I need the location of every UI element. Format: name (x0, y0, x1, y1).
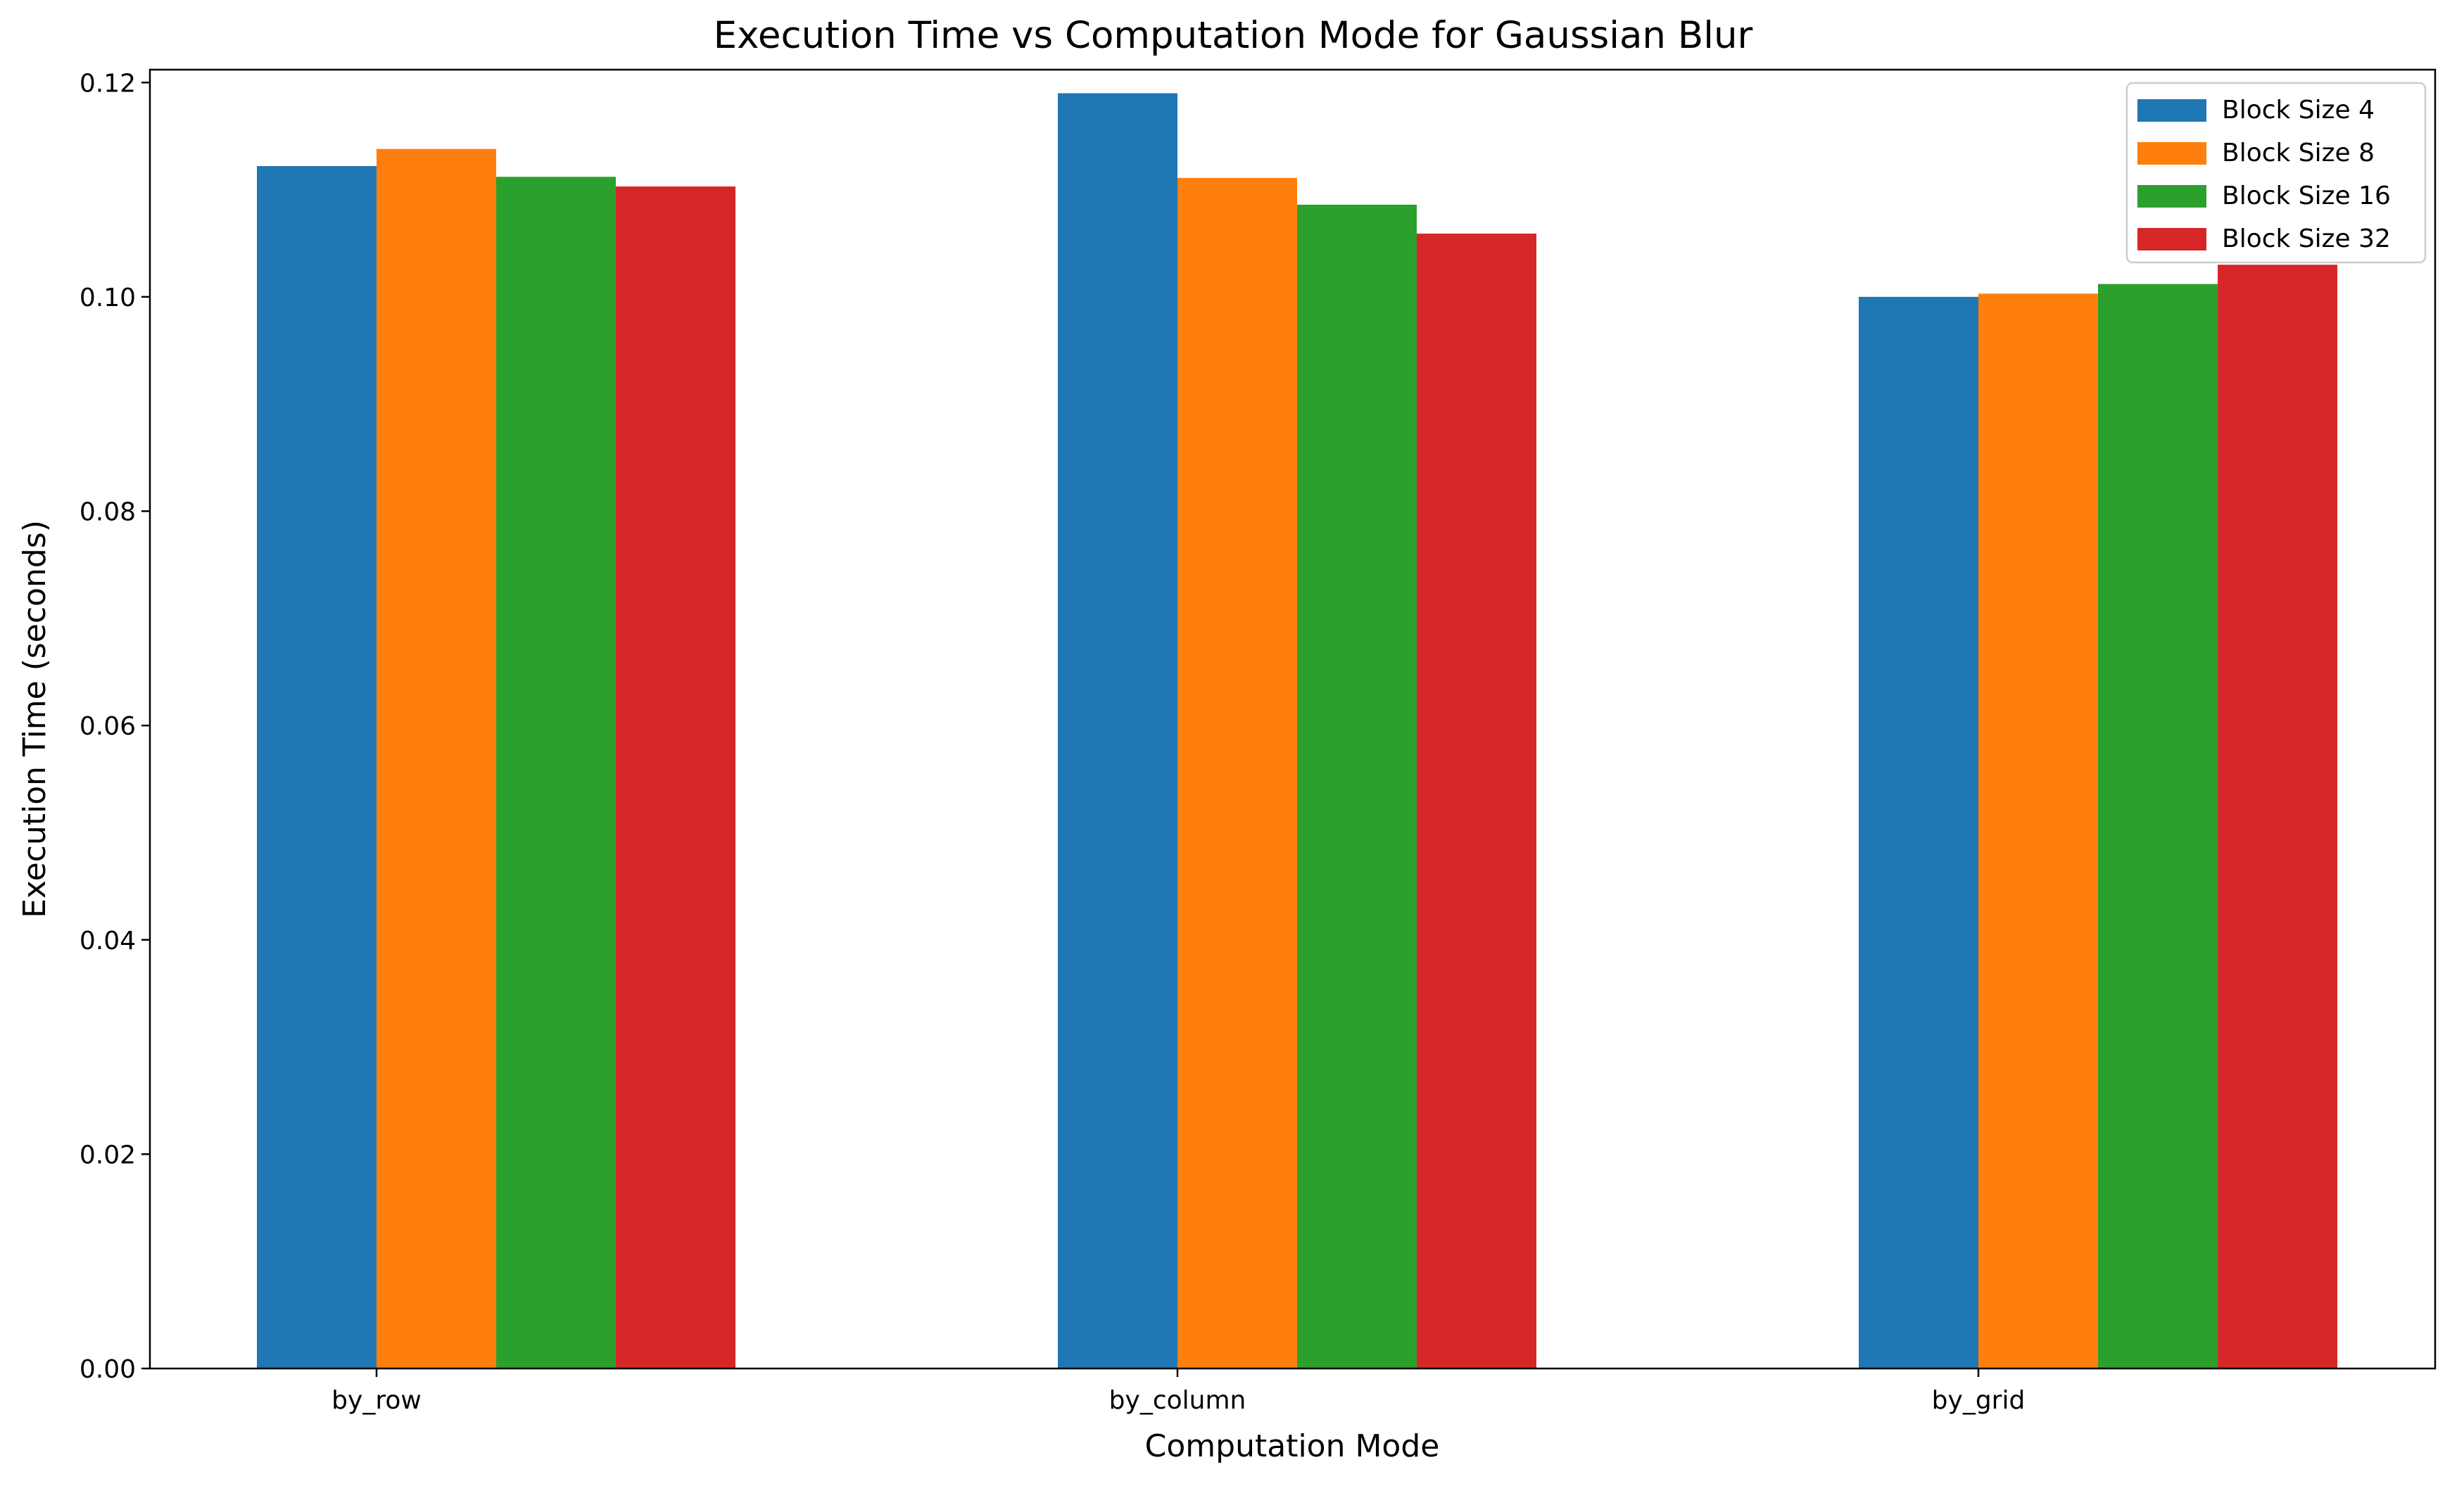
y-tick-label: 0.12 (80, 69, 136, 98)
x-axis-label: Computation Mode (1145, 1428, 1440, 1464)
bar-by_column-series-2 (1177, 177, 1297, 1368)
legend-box (2125, 82, 2427, 264)
bar-by_grid-series-1 (1859, 296, 1978, 1368)
bar-by_grid-series-4 (2218, 265, 2337, 1369)
legend-label: Block Size 4 (2222, 96, 2375, 125)
y-tick-label: 0.10 (80, 284, 136, 312)
y-tick-label: 0.02 (80, 1141, 136, 1169)
bar-by_column-series-4 (1417, 234, 1536, 1368)
bar-by_row-series-1 (257, 166, 377, 1368)
chart-title: Execution Time vs Computation Mode for G… (714, 14, 1753, 57)
bars-layer (257, 93, 2337, 1369)
y-tick-label: 0.00 (80, 1355, 136, 1384)
bar-by_grid-series-2 (1978, 293, 2098, 1368)
y-axis: 0.00 0.02 0.04 0.06 0.08 0.10 0.12 (80, 69, 150, 1384)
plot-frame (149, 68, 2437, 1370)
y-axis-label: Execution Time (seconds) (17, 520, 53, 918)
legend-label: Block Size 32 (2222, 224, 2391, 253)
legend-swatch (2137, 185, 2206, 208)
legend-swatch (2137, 228, 2206, 250)
legend: Block Size 4 Block Size 8 Block Size 16 Blo… (2125, 82, 2427, 264)
bar-by_row-series-2 (377, 148, 496, 1368)
y-tick-label: 0.08 (80, 498, 136, 527)
legend-swatch (2137, 99, 2206, 122)
legend-label: Block Size 16 (2222, 182, 2391, 210)
x-tick-label: by_row (331, 1386, 422, 1415)
legend-label: Block Size 8 (2222, 139, 2375, 167)
legend-swatch (2137, 142, 2206, 165)
bar-by_grid-series-3 (2098, 284, 2218, 1368)
bar-by_column-series-1 (1058, 93, 1177, 1368)
x-tick-label: by_grid (1932, 1386, 2026, 1415)
bar-by_row-series-4 (616, 186, 735, 1368)
y-tick-label: 0.04 (80, 927, 136, 955)
bar-by_row-series-3 (496, 177, 616, 1369)
bar-by_column-series-3 (1297, 204, 1417, 1368)
y-tick-label: 0.06 (80, 712, 136, 741)
x-tick-label: by_column (1109, 1386, 1246, 1415)
x-axis: by_row by_column by_grid (331, 1368, 2025, 1415)
